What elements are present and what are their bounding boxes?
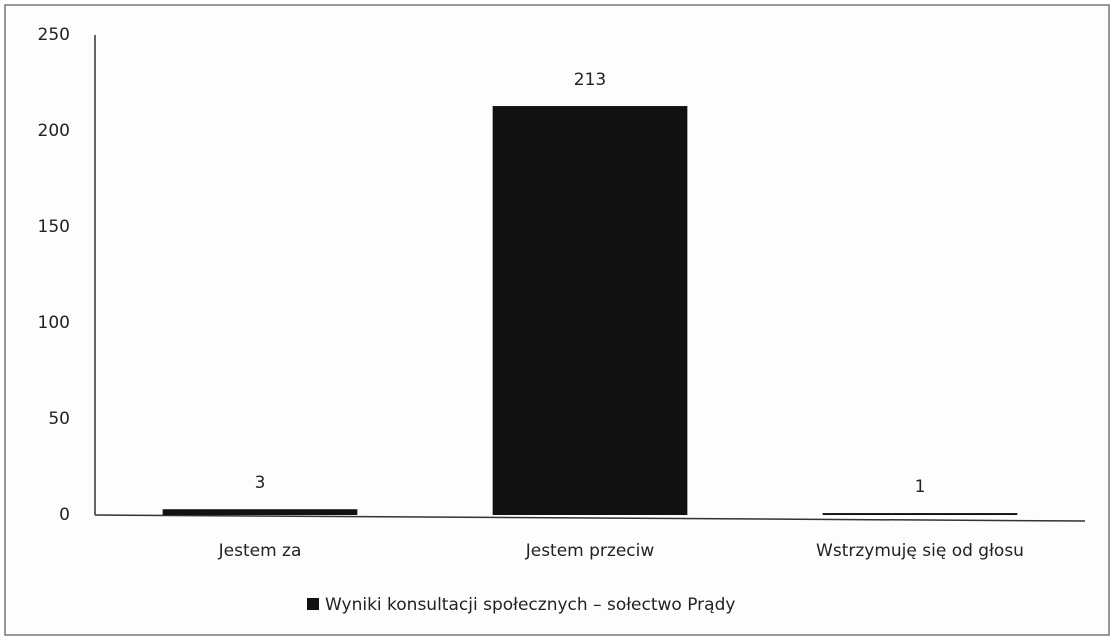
x-tick-label: Jestem przeciw — [525, 541, 655, 561]
y-tick-label: 50 — [48, 409, 70, 429]
legend-swatch — [307, 598, 319, 610]
legend-label: Wyniki konsultacji społecznych – sołectw… — [325, 595, 735, 615]
x-axis — [94, 514, 1086, 522]
data-label: 1 — [915, 477, 926, 497]
bar — [162, 509, 358, 515]
bar — [822, 513, 1018, 515]
x-tick-label: Wstrzymuję się od głosu — [816, 541, 1024, 561]
x-tick-label: Jestem za — [218, 541, 302, 561]
y-tick-label: 200 — [38, 121, 70, 141]
y-tick-label: 150 — [38, 217, 70, 237]
data-label: 3 — [255, 473, 266, 493]
data-label: 213 — [574, 70, 606, 90]
y-tick-label: 100 — [38, 313, 70, 333]
bar — [492, 106, 688, 515]
y-tick-label: 250 — [38, 25, 70, 45]
y-tick-label: 0 — [59, 505, 70, 525]
